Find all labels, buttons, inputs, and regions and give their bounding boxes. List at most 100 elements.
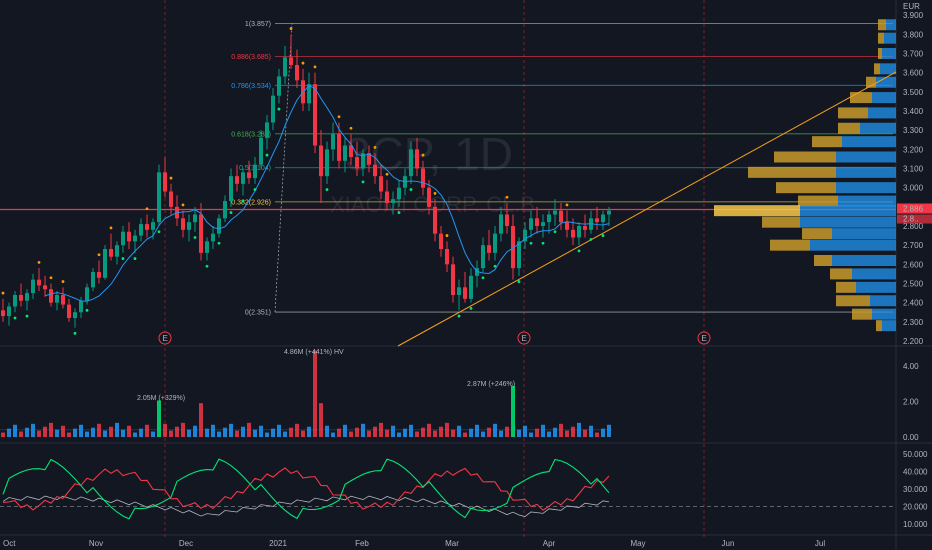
candle-body: [205, 241, 209, 253]
volume-profile-down-bar: [812, 136, 842, 148]
volume-profile-up-bar: [842, 136, 896, 148]
candle-body: [535, 218, 539, 226]
volume-profile-down-bar: [850, 92, 872, 104]
volume-profile-down-bar: [830, 268, 852, 280]
volume-bar: [589, 425, 593, 437]
volume-profile-up-bar: [860, 122, 896, 134]
signal-dot: [181, 203, 185, 207]
earnings-marker: [697, 331, 711, 345]
volume-profile-down-bar: [798, 195, 838, 207]
signal-dot: [217, 241, 221, 245]
signal-dot: [529, 241, 533, 245]
volume-bar: [451, 429, 455, 437]
candle-body: [187, 222, 191, 230]
signal-dot: [313, 65, 317, 69]
signal-dot: [445, 234, 449, 237]
volume-bar: [487, 427, 491, 437]
candle-body: [565, 222, 569, 230]
time-axis-tick: May: [630, 539, 645, 548]
volume-profile-up-bar: [800, 205, 896, 217]
earnings-marker-label: E: [702, 334, 707, 343]
volume-profile-down-bar: [838, 107, 868, 119]
volume-profile-down-bar: [802, 228, 832, 240]
candle-body: [439, 233, 443, 249]
volume-bar: [337, 428, 341, 437]
signal-dot: [97, 253, 101, 257]
volume-bar: [151, 431, 155, 437]
signal-dot: [109, 226, 113, 230]
volume-bar: [73, 428, 77, 437]
volume-axis-tick: 0.00: [903, 433, 919, 442]
signal-dot: [193, 236, 197, 239]
candle-body: [415, 149, 419, 169]
volume-annotation: 2.05M (+329%): [137, 395, 185, 402]
volume-bar: [319, 403, 323, 437]
volume-profile-up-bar: [810, 239, 896, 251]
volume-profile-up-bar: [832, 255, 896, 266]
oscillator-axis-tick: 40.000: [903, 467, 928, 476]
volume-bar: [55, 429, 59, 437]
volume-bar: [349, 431, 353, 437]
volume-bar: [235, 430, 239, 437]
candle-body: [379, 176, 383, 192]
candle-body: [559, 210, 563, 223]
candle-body: [259, 137, 263, 165]
signal-dot: [433, 192, 437, 195]
volume-bar: [109, 426, 113, 437]
signal-dot: [505, 195, 509, 199]
volume-bar: [541, 424, 545, 437]
signal-dot: [397, 211, 401, 214]
candle-body: [169, 191, 173, 207]
volume-bar: [199, 403, 203, 437]
volume-profile-down-bar: [814, 255, 832, 266]
volume-bar: [43, 426, 47, 437]
volume-profile-down-bar: [878, 48, 882, 59]
candle-body: [157, 172, 161, 223]
volume-bar: [493, 423, 497, 437]
price-axis-tick: 3.600: [903, 69, 924, 78]
volume-profile-up-bar: [872, 92, 896, 104]
volume-bar: [91, 427, 95, 437]
candle-body: [505, 214, 509, 226]
ascending-trend-line: [397, 71, 897, 347]
signal-dot: [385, 172, 389, 176]
volume-bar: [553, 427, 557, 437]
volume-profile-down-bar: [866, 76, 876, 88]
price-axis-tick: 2.200: [903, 337, 924, 346]
signal-dot: [49, 276, 53, 280]
price-axis-tick: 3.300: [903, 126, 924, 135]
signal-dot: [277, 107, 281, 111]
volume-bar: [61, 425, 65, 437]
volume-bar: [307, 426, 311, 437]
signal-dot: [565, 203, 569, 207]
volume-bar: [595, 432, 599, 437]
volume-profile-down-bar: [838, 122, 860, 134]
fib-level-label: 0.886(3.685): [231, 54, 271, 61]
signal-dot: [73, 331, 77, 335]
oscillator-axis-tick: 10.000: [903, 520, 928, 529]
volume-bar: [121, 429, 125, 437]
volume-bar: [535, 428, 539, 437]
candle-body: [43, 285, 47, 290]
signal-dot: [133, 257, 137, 260]
candle-body: [139, 224, 143, 236]
volume-bar: [139, 428, 143, 437]
volume-bar: [277, 424, 281, 437]
volume-profile-up-bar: [838, 195, 896, 207]
candle-body: [295, 65, 299, 81]
volume-profile-down-bar: [714, 205, 800, 217]
signal-dot: [469, 307, 473, 310]
candle-body: [457, 287, 461, 295]
time-axis-tick: Nov: [89, 539, 103, 548]
volume-bar: [571, 426, 575, 437]
volume-bar: [499, 430, 503, 437]
currency-label: EUR: [903, 2, 920, 11]
volume-bar: [355, 427, 359, 437]
candle-body: [67, 304, 71, 318]
candle-body: [469, 275, 473, 299]
signal-dot: [145, 207, 149, 211]
volume-bar: [583, 429, 587, 437]
earnings-marker: [517, 331, 531, 345]
signal-dot: [289, 27, 293, 30]
